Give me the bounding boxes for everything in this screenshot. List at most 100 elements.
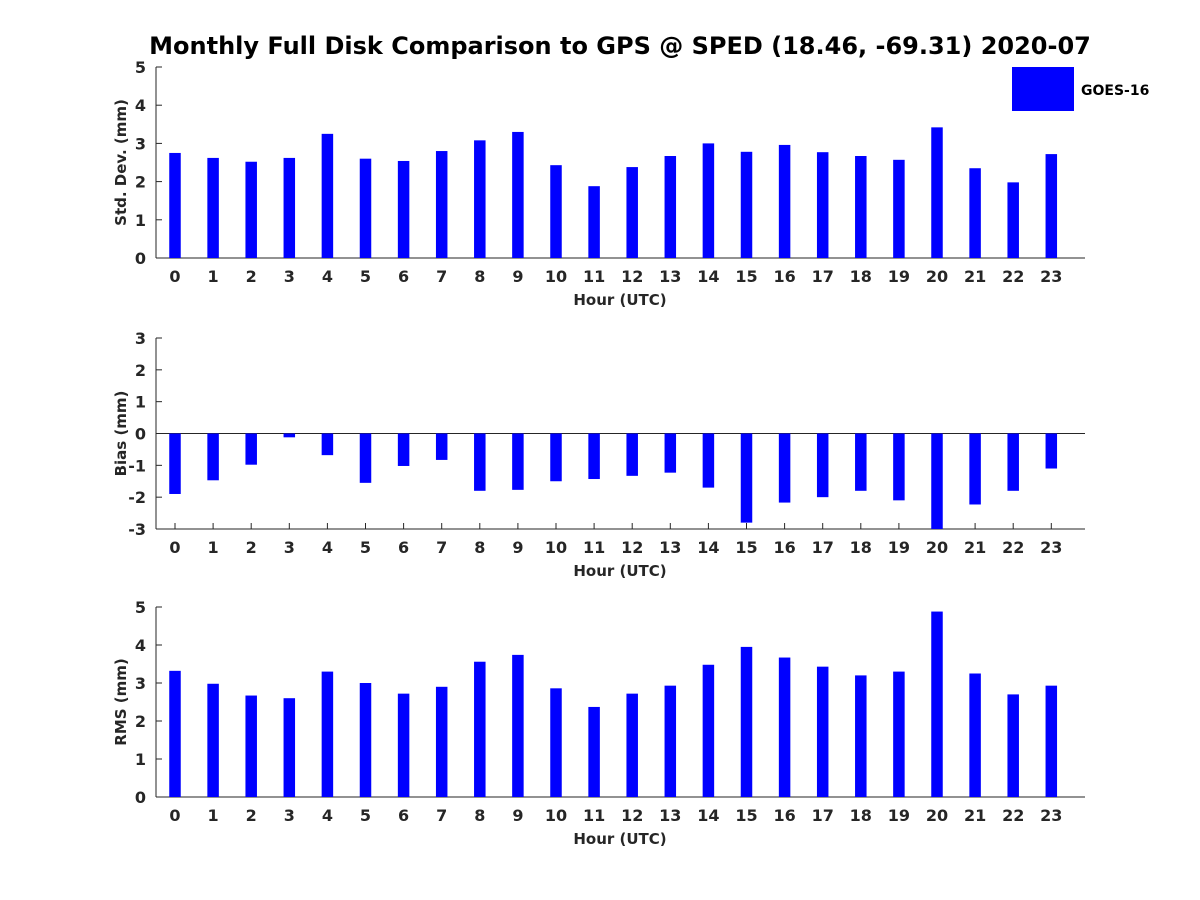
bias-x-tick-label: 11 [583,538,605,557]
bias-x-tick-label: 4 [322,538,333,557]
bias-x-tick-label: 1 [208,538,219,557]
bias-x-tick-label: 0 [169,538,180,557]
rms-bar-hour-11 [588,706,600,797]
figure-title: Monthly Full Disk Comparison to GPS @ SP… [149,32,1091,60]
rms-bar-hour-20 [931,611,943,797]
legend-label-goes-16: GOES-16 [1081,83,1149,99]
rms-bar-hour-16 [778,657,791,797]
std-dev-y-tick-label: 5 [135,58,146,77]
std-dev-bar-hour-10 [550,165,562,258]
bias-bar-hour-7 [435,433,448,460]
rms-x-tick-label: 11 [583,806,605,825]
std-dev-x-tick-label: 13 [659,267,681,286]
std-dev-x-tick-label: 1 [208,267,219,286]
std-dev-x-tick-label: 15 [735,267,757,286]
rms-x-tick-label: 21 [964,806,986,825]
std-dev-y-tick-label: 3 [135,134,146,153]
std-dev-bar-hour-9 [512,131,524,258]
bias-bar-hour-0 [169,433,181,494]
std-dev-bar-hour-12 [626,167,638,258]
rms-bar-hour-17 [816,666,829,797]
std-dev-x-tick-label: 9 [512,267,523,286]
bias-bar-hour-14 [702,433,715,488]
bias-x-tick-label: 7 [436,538,447,557]
std-dev-x-tick-label: 16 [773,267,795,286]
std-dev-bar-hour-3 [283,157,296,258]
bias-bar-hour-22 [1007,433,1019,491]
bias-y-axis-label: Bias (mm) [112,391,130,477]
rms-x-tick-label: 16 [773,806,795,825]
bias-x-tick-label: 20 [926,538,948,557]
std-dev-x-tick-label: 0 [169,267,180,286]
bias-y-tick-label: 3 [135,329,146,348]
std-dev-x-tick-label: 23 [1040,267,1062,286]
rms-bar-hour-14 [702,664,715,797]
rms-x-tick-label: 14 [697,806,719,825]
bias-bar-hour-23 [1045,433,1058,469]
bias-bar-hour-8 [474,433,486,491]
rms-bar-hour-7 [435,686,448,797]
bias-x-tick-label: 9 [512,538,523,557]
std-dev-bar-hour-2 [245,161,257,258]
rms-bar-hour-13 [664,685,677,797]
rms-x-tick-label: 7 [436,806,447,825]
bias-x-tick-label: 5 [360,538,371,557]
std-dev-x-tick-label: 6 [398,267,409,286]
bias-bar-hour-10 [550,433,562,482]
bias-x-tick-label: 17 [812,538,834,557]
bias-x-tick-label: 15 [735,538,757,557]
bias-x-tick-label: 21 [964,538,986,557]
std-dev-x-tick-label: 4 [322,267,333,286]
std-dev-x-tick-label: 19 [888,267,910,286]
std-dev-x-axis-label: Hour (UTC) [573,291,666,309]
rms-bar-hour-19 [893,671,905,797]
std-dev-bar-hour-17 [816,152,829,258]
rms-x-tick-label: 0 [169,806,180,825]
bias-x-tick-label: 14 [697,538,719,557]
rms-x-tick-label: 5 [360,806,371,825]
rms-bar-hour-21 [969,673,981,797]
bias-bar-hour-3 [283,433,296,438]
rms-y-tick-label: 4 [135,636,146,655]
std-dev-y-tick-label: 1 [135,211,146,230]
rms-bar-hour-23 [1045,685,1058,797]
bias-bar-hour-1 [207,433,219,481]
bias-x-tick-label: 10 [545,538,567,557]
rms-bar-hour-6 [397,693,410,797]
bias-y-tick-label: 1 [135,393,146,412]
rms-bar-hour-18 [855,675,867,797]
std-dev-bar-hour-4 [321,133,334,258]
bias-x-tick-label: 8 [474,538,485,557]
bias-bar-hour-12 [626,433,638,476]
rms-x-tick-label: 15 [735,806,757,825]
std-dev-x-tick-label: 18 [850,267,872,286]
rms-x-tick-label: 22 [1002,806,1024,825]
bias-bar-hour-17 [816,433,829,498]
bias-x-tick-label: 16 [773,538,795,557]
bias-x-tick-label: 3 [284,538,295,557]
std-dev-bar-hour-15 [740,151,753,258]
std-dev-x-tick-label: 7 [436,267,447,286]
std-dev-x-tick-label: 2 [246,267,257,286]
bias-bar-hour-20 [931,433,943,529]
rms-x-tick-label: 9 [512,806,523,825]
std-dev-bar-hour-7 [435,151,448,258]
rms-bar-hour-9 [512,654,524,797]
bias-x-tick-label: 18 [850,538,872,557]
std-dev-x-tick-label: 8 [474,267,485,286]
std-dev-x-tick-label: 20 [926,267,948,286]
bias-x-axis-label: Hour (UTC) [573,562,666,580]
std-dev-x-tick-label: 10 [545,267,567,286]
std-dev-y-axis-label: Std. Dev. (mm) [112,99,130,226]
rms-bar-hour-2 [245,695,257,797]
rms-x-tick-label: 2 [246,806,257,825]
bias-bar-hour-19 [893,433,905,501]
std-dev-bar-hour-18 [855,156,867,258]
std-dev-y-tick-label: 0 [135,249,146,268]
bias-x-tick-label: 2 [246,538,257,557]
bias-x-tick-label: 6 [398,538,409,557]
bias-y-tick-label: -1 [128,456,146,475]
